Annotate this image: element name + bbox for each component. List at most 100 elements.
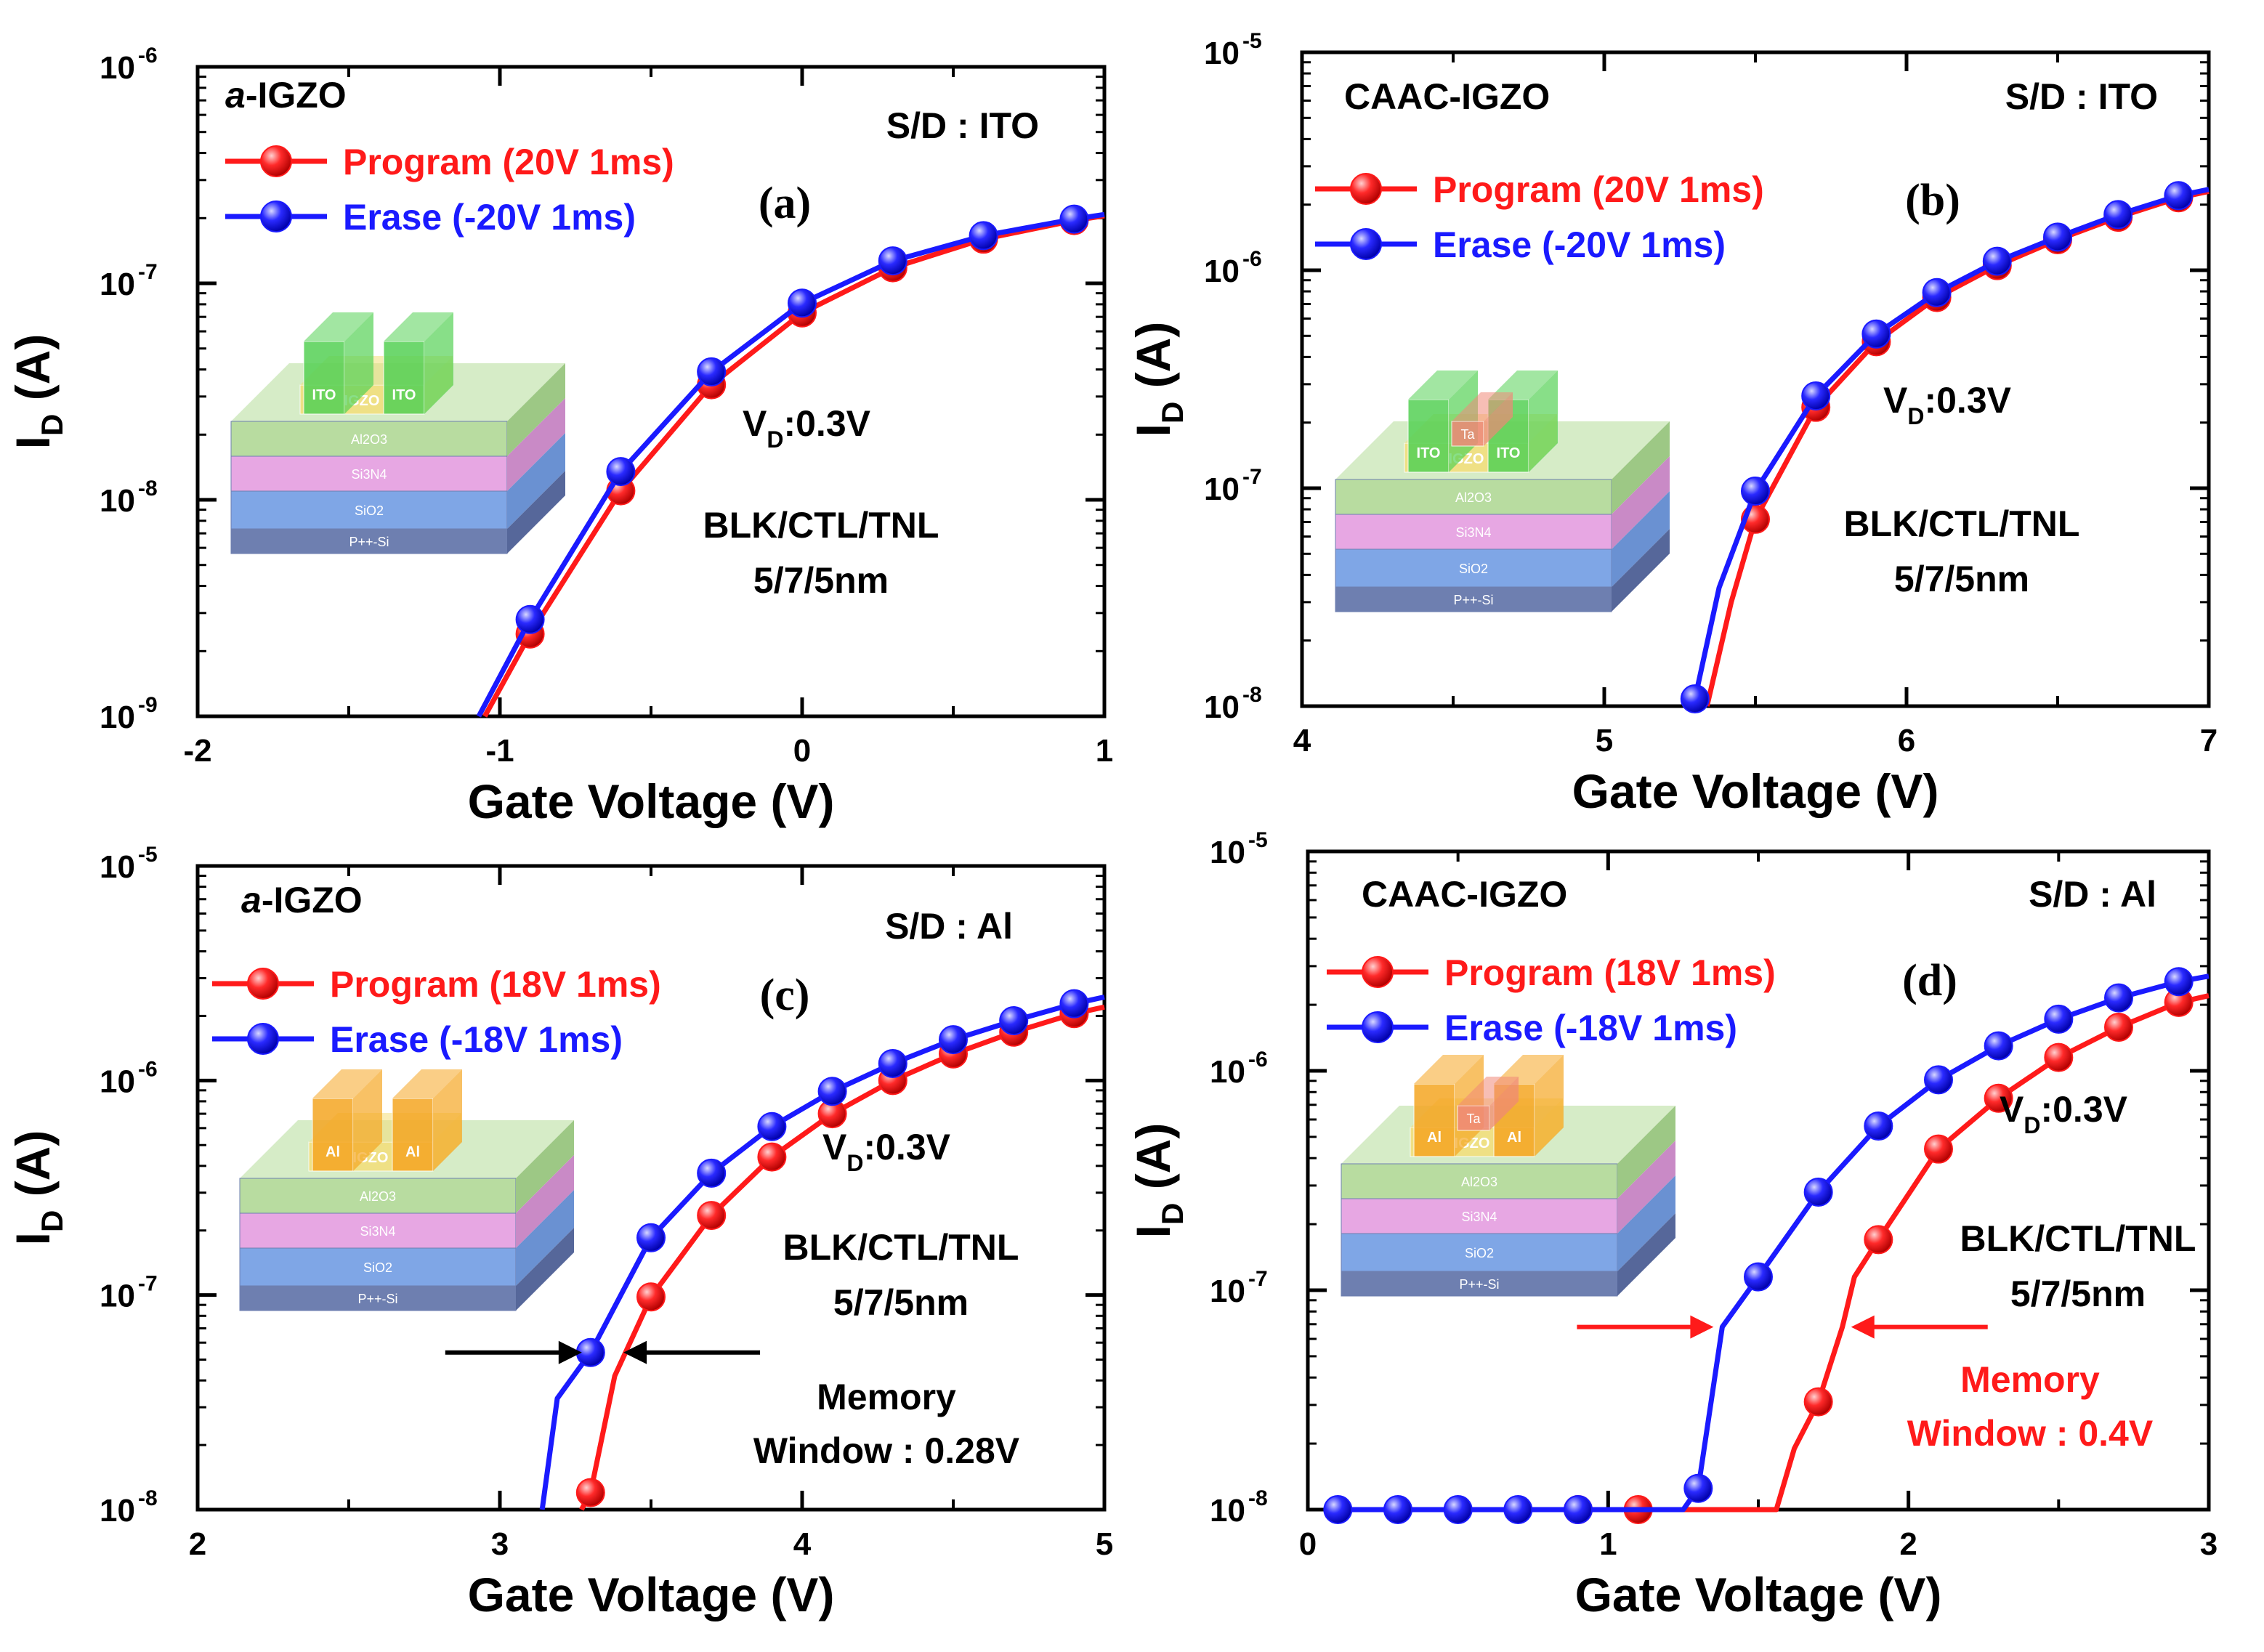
y-axis-label-main: I	[6, 1232, 60, 1245]
material-label: CAAC-IGZO	[1344, 76, 1550, 117]
x-axis-label: Gate Voltage (V)	[1572, 764, 1939, 818]
stack-layer-front	[1335, 548, 1612, 588]
ta-gate-label: Ta	[1466, 1112, 1481, 1126]
stack-layer-label: Si3N4	[1461, 1210, 1497, 1224]
stack-layer-side	[1617, 1106, 1675, 1199]
memory-arrowhead-left	[558, 1340, 582, 1364]
x-tick-label: 4	[793, 1526, 812, 1562]
y-axis-label-sub: D	[35, 414, 69, 436]
stack-layer-front	[1341, 1271, 1618, 1297]
material-label-italic: a	[225, 75, 246, 116]
stack-layer-front	[239, 1212, 517, 1249]
data-point-erase	[1984, 1031, 2013, 1061]
source-electrode-side	[353, 1069, 382, 1171]
ta-gate	[1457, 1077, 1519, 1131]
legend-swatch-marker	[247, 968, 279, 1000]
stack-layer-front	[1335, 586, 1612, 612]
stack-layer-label: SiO2	[1459, 562, 1488, 576]
x-tick-label: 7	[2200, 723, 2217, 758]
x-tick-label: -2	[183, 733, 211, 769]
stack-layer-side	[1617, 1213, 1675, 1296]
memory-window-annotation: Memory Window : 0.4V	[1577, 1315, 2154, 1454]
material-label: CAAC-IGZO	[1362, 874, 1567, 915]
stack-layer-front	[230, 490, 508, 530]
data-point-erase	[636, 1223, 666, 1252]
stack-layer-label: Si3N4	[351, 467, 387, 482]
source-electrode-label: ITO	[312, 387, 336, 403]
y-axis-label-main: I	[1126, 424, 1180, 437]
drain-electrode-label: Al	[405, 1144, 420, 1160]
y-tick-label: 10	[100, 483, 135, 519]
stack-layer-label: P++-Si	[357, 1292, 397, 1306]
x-tick-label: 1	[1096, 733, 1113, 769]
data-point-erase	[1383, 1495, 1412, 1524]
memory-window-line1: Memory	[817, 1377, 956, 1417]
stack-layer-front	[1341, 1163, 1618, 1199]
drain-voltage-label: VD:0.3V	[2000, 1089, 2128, 1138]
drain-voltage-main: V	[1883, 380, 1908, 421]
y-axis-label: ID (A)	[1126, 322, 1189, 437]
stack-layer-label: P++-Si	[1459, 1277, 1499, 1292]
drain-voltage-value: :0.3V	[1924, 380, 2011, 421]
data-point-erase	[878, 1048, 907, 1078]
data-point-erase	[1059, 204, 1089, 234]
x-tick-label: 0	[1299, 1526, 1317, 1562]
ta-gate-top	[1452, 392, 1513, 421]
data-point-erase	[1861, 319, 1891, 349]
drain-electrode-side	[433, 1069, 462, 1171]
stack-layer-front	[239, 1178, 517, 1214]
ta-gate-front	[1457, 1105, 1490, 1131]
memory-window-line1: Memory	[1960, 1359, 2100, 1400]
x-tick-label: 4	[1293, 723, 1311, 758]
drain-voltage-main: V	[743, 403, 767, 444]
data-point-erase	[969, 221, 998, 251]
data-point-erase	[788, 288, 817, 318]
source-drain-label: S/D : ITO	[2005, 76, 2158, 117]
source-electrode-front	[1413, 1083, 1455, 1157]
y-axis-label-sub: D	[1155, 402, 1189, 424]
stack-layer-label: SiO2	[363, 1260, 392, 1275]
data-point-erase	[1683, 1473, 1713, 1503]
x-tick-label: 3	[491, 1526, 509, 1562]
y-tick-exponent: -5	[138, 843, 158, 867]
drain-electrode	[383, 312, 453, 415]
x-tick-label: 5	[1596, 723, 1613, 758]
y-tick-label: 10	[1210, 1054, 1245, 1090]
x-axis-label: Gate Voltage (V)	[468, 1568, 835, 1621]
y-axis-label-unit: (A)	[1126, 1123, 1180, 1203]
x-tick-label: -1	[485, 733, 514, 769]
data-point-erase	[1922, 278, 1952, 307]
stack-layer-front	[1335, 479, 1612, 515]
material-label-italic: a	[241, 880, 262, 920]
series-line-erase	[476, 211, 1105, 718]
stack-layer-label: SiO2	[355, 503, 384, 518]
source-electrode-front	[303, 341, 345, 415]
drain-voltage-value: :0.3V	[2040, 1089, 2127, 1130]
stack-layer-side	[516, 1190, 574, 1286]
data-point-erase	[1443, 1495, 1473, 1524]
data-point-erase	[1059, 989, 1089, 1019]
data-point-program	[1924, 1134, 1953, 1164]
data-point-erase	[878, 246, 907, 276]
data-point-erase	[606, 457, 636, 487]
data-point-erase	[999, 1006, 1029, 1036]
series-line-erase	[1689, 187, 2210, 708]
stack-layer-label: Al2O3	[1461, 1175, 1497, 1189]
stack-thickness-label: 5/7/5nm	[2010, 1274, 2146, 1314]
legend-swatch-marker	[247, 1023, 279, 1055]
y-tick-exponent: -7	[1242, 465, 1262, 489]
x-tick-label: 0	[793, 733, 811, 769]
x-tick-label: 5	[1096, 1526, 1113, 1562]
legend-swatch-marker	[1362, 956, 1394, 988]
y-axis-label-main: I	[1126, 1225, 1180, 1238]
stack-layer-label: P++-Si	[1453, 593, 1493, 607]
y-tick-label: 10	[1204, 471, 1240, 507]
source-electrode-top	[304, 312, 373, 341]
ta-gate-front	[1451, 421, 1484, 447]
stack-layer-front	[230, 528, 508, 554]
data-point-program	[1984, 1083, 2013, 1113]
legend-label: Program (20V 1ms)	[1433, 169, 1764, 210]
drain-electrode-top	[392, 1069, 462, 1098]
